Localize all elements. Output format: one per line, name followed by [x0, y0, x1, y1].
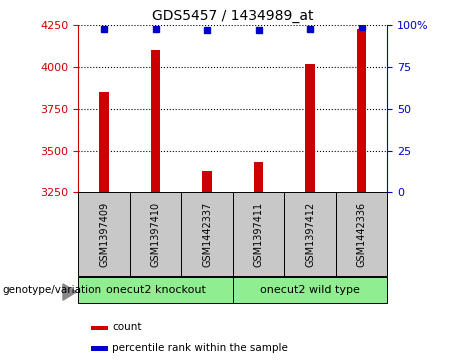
Bar — [254, 162, 263, 192]
Title: GDS5457 / 1434989_at: GDS5457 / 1434989_at — [152, 9, 313, 23]
Text: onecut2 wild type: onecut2 wild type — [260, 285, 360, 295]
Text: GSM1397410: GSM1397410 — [151, 201, 160, 267]
Text: GSM1397409: GSM1397409 — [99, 201, 109, 267]
Bar — [181, 192, 233, 276]
Text: count: count — [112, 322, 142, 332]
Text: GSM1442337: GSM1442337 — [202, 201, 212, 267]
Bar — [336, 192, 387, 276]
Text: GSM1397412: GSM1397412 — [305, 201, 315, 267]
Text: GSM1397411: GSM1397411 — [254, 201, 264, 267]
Bar — [357, 29, 366, 192]
Text: percentile rank within the sample: percentile rank within the sample — [112, 343, 288, 353]
Polygon shape — [63, 284, 76, 300]
Bar — [100, 92, 109, 192]
Bar — [130, 192, 181, 276]
Text: GSM1442336: GSM1442336 — [356, 201, 366, 267]
Bar — [151, 50, 160, 192]
Bar — [91, 346, 108, 351]
Bar — [78, 192, 130, 276]
Bar — [233, 277, 387, 303]
Text: genotype/variation: genotype/variation — [2, 285, 101, 295]
Text: onecut2 knockout: onecut2 knockout — [106, 285, 206, 295]
Bar — [202, 171, 212, 192]
Bar — [91, 326, 108, 330]
Bar — [78, 277, 233, 303]
Bar — [305, 64, 315, 192]
Bar — [233, 192, 284, 276]
Bar — [284, 192, 336, 276]
